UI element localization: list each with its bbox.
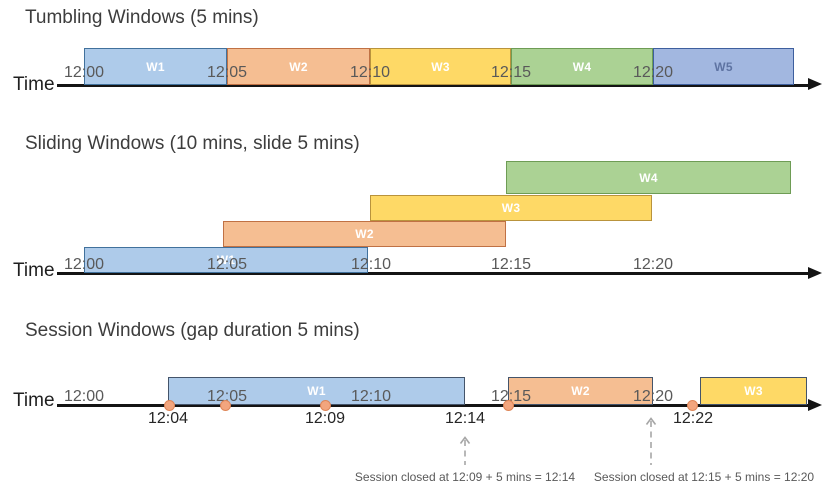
dashed-up-arrow-icon	[645, 417, 657, 465]
sliding-window-w2: W2	[223, 221, 506, 247]
session-window-w2: W2	[508, 377, 653, 405]
window-label: W1	[216, 253, 236, 267]
tumbling-tick: 12:10	[349, 64, 391, 81]
tumbling-tick: 12:00	[63, 64, 105, 81]
session-window-w1: W1	[168, 377, 465, 405]
tumbling-window-w2: W2	[227, 48, 370, 85]
tumbling-window-w5: W5	[653, 48, 794, 85]
event-dot	[687, 400, 698, 411]
window-label: W5	[714, 59, 733, 74]
sliding-window-w4: W4	[506, 161, 791, 194]
window-label: W1	[307, 384, 326, 398]
event-time-label: 12:22	[672, 410, 714, 427]
window-label: W4	[572, 59, 592, 74]
event-dot	[503, 400, 514, 411]
event-dot	[320, 400, 331, 411]
window-label: W4	[639, 170, 658, 185]
window-label: W2	[571, 384, 590, 398]
tumbling-tick: 12:20	[632, 64, 674, 81]
session-tick: 12:00	[63, 388, 105, 405]
session-close-annotation: Session closed at 12:15 + 5 mins = 12:20	[593, 470, 815, 484]
event-time-label: 12:09	[304, 410, 346, 427]
event-dot	[220, 400, 231, 411]
sliding-time-label: Time	[13, 260, 55, 281]
session-time-label: Time	[13, 390, 55, 411]
tumbling-tick: 12:05	[206, 64, 248, 81]
tumbling-window-w4: W4	[511, 48, 653, 85]
window-label: W1	[146, 59, 165, 74]
sliding-window-w1: W1	[84, 247, 368, 273]
session-tick: 12:10	[350, 388, 392, 405]
dashed-up-arrow-icon	[459, 436, 471, 465]
window-label: W3	[744, 384, 763, 398]
session-tick: 12:05	[206, 388, 248, 405]
window-label: W3	[501, 201, 521, 215]
window-label: W3	[431, 59, 450, 74]
sliding-tick: 12:05	[206, 256, 248, 273]
window-label: W2	[355, 227, 374, 241]
tumbling-timeline-axis	[57, 84, 810, 87]
sliding-section-title: Sliding Windows (10 mins, slide 5 mins)	[25, 133, 360, 154]
sliding-tick: 12:00	[63, 256, 105, 273]
session-tick: 12:15	[490, 388, 532, 405]
event-dot	[164, 400, 175, 411]
tumbling-timeline-arrow-icon	[808, 78, 822, 90]
tumbling-window-w3: W3	[370, 48, 511, 85]
session-close-annotation: Session closed at 12:09 + 5 mins = 12:14	[354, 470, 576, 484]
session-window-w3: W3	[700, 377, 807, 405]
tumbling-time-label: Time	[13, 74, 55, 95]
sliding-tick: 12:10	[350, 256, 392, 273]
tumbling-window-w1: W1	[84, 48, 227, 85]
sliding-tick: 12:15	[490, 256, 532, 273]
session-section-title: Session Windows (gap duration 5 mins)	[25, 320, 360, 341]
sliding-window-w3: W3	[370, 195, 652, 221]
sliding-tick: 12:20	[632, 256, 674, 273]
session-tick: 12:20	[632, 388, 674, 405]
event-time-label: 12:04	[147, 410, 189, 427]
close-time-label: 12:14	[444, 410, 486, 427]
session-timeline-axis	[57, 404, 810, 407]
window-label: W2	[289, 59, 308, 74]
session-timeline-arrow-icon	[808, 399, 822, 411]
sliding-timeline-axis	[57, 272, 810, 275]
tumbling-tick: 12:15	[490, 64, 532, 81]
tumbling-section-title: Tumbling Windows (5 mins)	[25, 7, 259, 28]
sliding-timeline-arrow-icon	[808, 267, 822, 279]
